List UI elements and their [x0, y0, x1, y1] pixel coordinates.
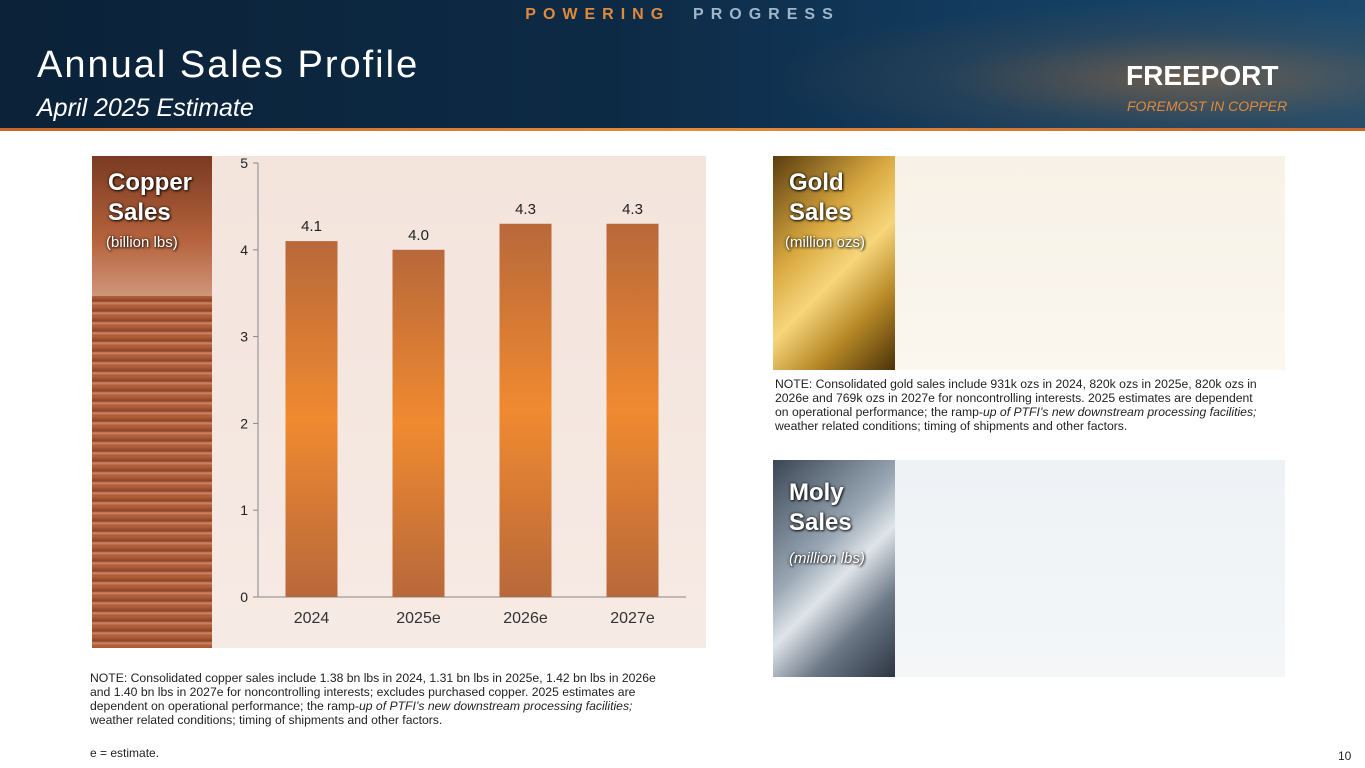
gold-label-unit: (million ozs) — [785, 234, 866, 251]
gold-note-line-2: 2026e and 769k ozs in 2027e for noncontr… — [775, 391, 1253, 405]
gold-bars-photo — [773, 156, 895, 370]
tagline-word-progress: PROGRESS — [693, 6, 840, 23]
copper-label-unit: (billion lbs) — [106, 234, 178, 251]
gold-note-line-3: on operational performance; the ramp-up … — [775, 405, 1295, 419]
copper-note: NOTE: Consolidated copper sales include … — [90, 671, 710, 727]
copper-y-tick-label: 5 — [240, 155, 248, 171]
copper-value-label: 4.0 — [408, 227, 429, 244]
gold-label-title: Gold Sales — [789, 168, 852, 228]
copper-note-line-1: NOTE: Consolidated copper sales include … — [90, 671, 656, 685]
copper-y-tick-label: 3 — [240, 329, 248, 345]
header-globe-graphic — [765, 0, 1365, 131]
copper-y-tick-label: 4 — [240, 242, 248, 258]
copper-note-line-3: dependent on operational performance; th… — [90, 699, 710, 713]
copper-category-label: 2024 — [294, 610, 330, 627]
copper-category-label: 2026e — [503, 610, 548, 627]
copper-label-line-1: Copper — [108, 169, 192, 196]
gold-chart-panel: Gold Sales (million ozs) — [773, 156, 1285, 370]
copper-y-tick-label: 1 — [240, 502, 248, 518]
gold-label-line-1: Gold — [789, 169, 844, 196]
copper-note-line-3a: dependent on operational performance; th… — [90, 699, 359, 713]
header-banner: POWERING PROGRESS Annual Sales Profile A… — [0, 0, 1365, 131]
copper-photo-shade — [92, 156, 212, 296]
copper-value-label: 4.3 — [622, 201, 643, 218]
gold-note: NOTE: Consolidated gold sales include 93… — [775, 377, 1295, 433]
tagline-word-powering: POWERING — [525, 6, 671, 23]
copper-bar — [285, 241, 338, 597]
copper-note-line-4: weather related conditions; timing of sh… — [90, 713, 443, 727]
freeport-logo: FREEPORT — [1126, 60, 1279, 91]
header-accent-strip — [0, 128, 1365, 131]
copper-category-label: 2027e — [610, 610, 655, 627]
page-number: 10 — [1338, 749, 1352, 763]
logo-tagline: FOREMOST IN COPPER — [1127, 98, 1288, 114]
copper-note-line-2: and 1.40 bn lbs in 2027e for noncontroll… — [90, 685, 636, 699]
page-subtitle: April 2025 Estimate — [37, 94, 254, 122]
copper-bar — [606, 223, 659, 597]
estimate-footnote: e = estimate. — [90, 746, 160, 760]
copper-y-tick-label: 2 — [240, 415, 248, 431]
moly-label-line-2: Sales — [789, 509, 852, 536]
copper-note-line-3b: up of PTFI’s new downstream processing f… — [358, 699, 633, 713]
copper-bar — [392, 249, 445, 598]
moly-label-title: Moly Sales — [789, 478, 852, 538]
page-title: Annual Sales Profile — [37, 44, 420, 86]
tagline: POWERING PROGRESS — [0, 6, 1365, 24]
moly-chart-panel: Moly Sales (million lbs) — [773, 460, 1285, 677]
copper-y-tick-label: 0 — [240, 589, 248, 605]
gold-note-line-3a: on operational performance; the ramp- — [775, 405, 983, 419]
moly-label-unit: (million lbs) — [789, 550, 865, 567]
moly-label-line-1: Moly — [789, 479, 844, 506]
gold-note-line-4: weather related conditions; timing of sh… — [775, 419, 1128, 433]
gold-note-line-1: NOTE: Consolidated gold sales include 93… — [775, 377, 1257, 391]
gold-label-line-2: Sales — [789, 199, 852, 226]
moly-metal-photo — [773, 460, 895, 677]
copper-category-label: 2025e — [396, 610, 441, 627]
copper-value-label: 4.1 — [301, 218, 322, 235]
copper-bar — [499, 223, 552, 597]
copper-label-title: Copper Sales — [108, 168, 192, 228]
copper-value-label: 4.3 — [515, 201, 536, 218]
gold-note-line-3b: up of PTFI’s new downstream processing f… — [982, 405, 1257, 419]
copper-label-line-2: Sales — [108, 199, 171, 226]
